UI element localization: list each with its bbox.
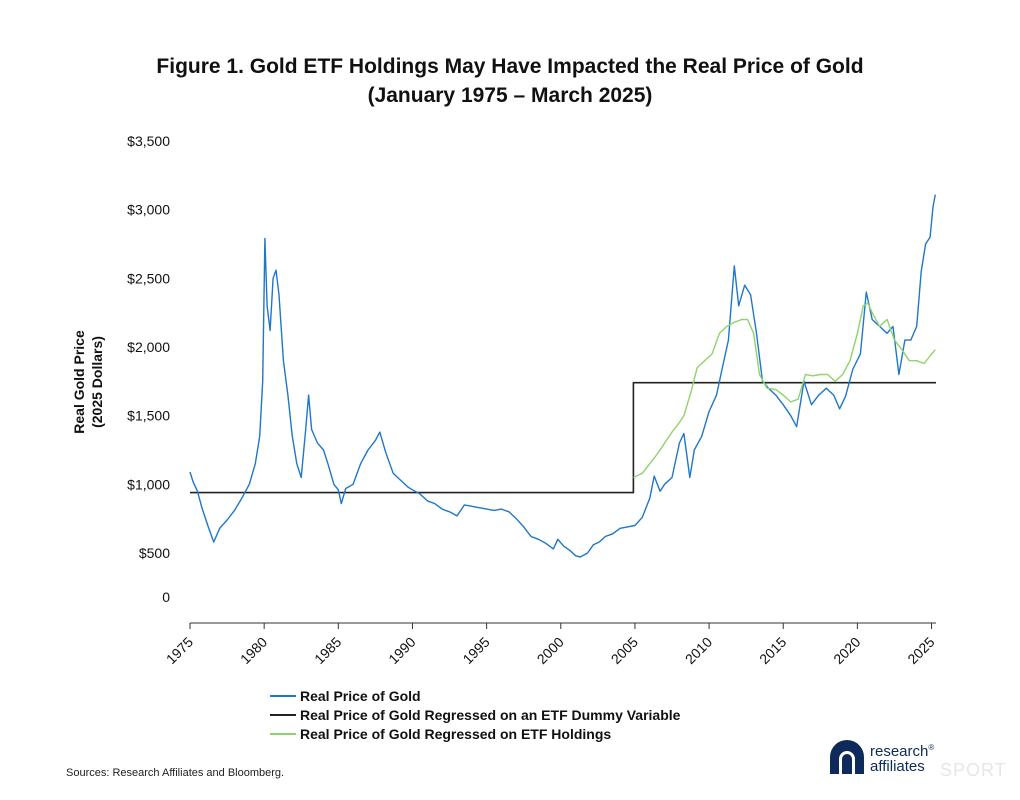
- x-tick-label: 2010: [682, 634, 715, 667]
- y-tick-label: $1,500: [127, 408, 170, 424]
- y-axis-label-line-2: (2025 Dollars): [89, 336, 105, 428]
- legend-label: Real Price of Gold Regressed on ETF Hold…: [300, 725, 612, 742]
- logo-mark-icon: [830, 740, 864, 774]
- x-tick-label: 1990: [385, 634, 418, 667]
- series-dummy-regression-line: [190, 381, 936, 494]
- x-tick-label: 2015: [756, 634, 789, 667]
- y-tick-label: $1,000: [127, 476, 170, 492]
- legend-item-real-price: Real Price of Gold: [270, 686, 680, 705]
- watermark: SPORT: [940, 760, 1007, 780]
- logo-line-1: research: [870, 743, 929, 760]
- chart-title: Figure 1. Gold ETF Holdings May Have Imp…: [0, 52, 1020, 110]
- x-tick-label: 2005: [608, 634, 641, 667]
- y-tick-label: $3,500: [127, 133, 170, 149]
- logo-text: research® affiliates: [870, 740, 934, 774]
- x-tick-label: 1995: [459, 634, 492, 667]
- x-tick-label: 1980: [237, 634, 270, 667]
- y-tick-label: $3,000: [127, 202, 170, 218]
- y-axis: 0 $500 $1,000 $1,500 $2,000 $2,500 $3,000 $3,50…: [127, 133, 170, 605]
- legend-swatch-black: [270, 713, 296, 716]
- y-tick-label: $2,000: [127, 339, 170, 355]
- logo-line-2: affiliates: [870, 758, 925, 775]
- legend-swatch-green: [270, 732, 296, 735]
- series-holdings-regression-line: [633, 302, 936, 479]
- x-tick-label: 2020: [830, 634, 863, 667]
- chart-title-line-2: (January 1975 – March 2025): [367, 84, 653, 107]
- series-layer: [189, 194, 936, 558]
- x-tick-label: 1975: [163, 634, 196, 667]
- legend-item-holdings-regression: Real Price of Gold Regressed on ETF Hold…: [270, 724, 680, 743]
- legend: Real Price of Gold Real Price of Gold Re…: [270, 686, 680, 743]
- legend-item-dummy-regression: Real Price of Gold Regressed on an ETF D…: [270, 705, 680, 724]
- legend-label: Real Price of Gold: [300, 687, 421, 704]
- x-tick-label: 2025: [904, 634, 937, 667]
- y-tick-label: $2,500: [127, 270, 170, 286]
- sources-note: Sources: Research Affiliates and Bloombe…: [66, 767, 285, 779]
- logo-registered-mark: ®: [928, 743, 935, 752]
- x-axis: 1975 1980 1985 1990 1995 2000 2005 2010 2015 2020…: [163, 622, 938, 667]
- legend-label: Real Price of Gold Regressed on an ETF D…: [300, 706, 681, 723]
- research-affiliates-logo: research® affiliates: [830, 740, 934, 774]
- series-real-price-line: [189, 194, 936, 558]
- chart-title-line-1: Figure 1. Gold ETF Holdings May Have Imp…: [156, 55, 864, 78]
- x-tick-label: 1985: [311, 634, 344, 667]
- x-tick-label: 2000: [534, 634, 567, 667]
- legend-swatch-blue: [270, 694, 296, 697]
- y-tick-label: $500: [139, 545, 170, 561]
- y-tick-label: 0: [162, 589, 170, 605]
- y-axis-label-line-1: Real Gold Price: [71, 330, 87, 434]
